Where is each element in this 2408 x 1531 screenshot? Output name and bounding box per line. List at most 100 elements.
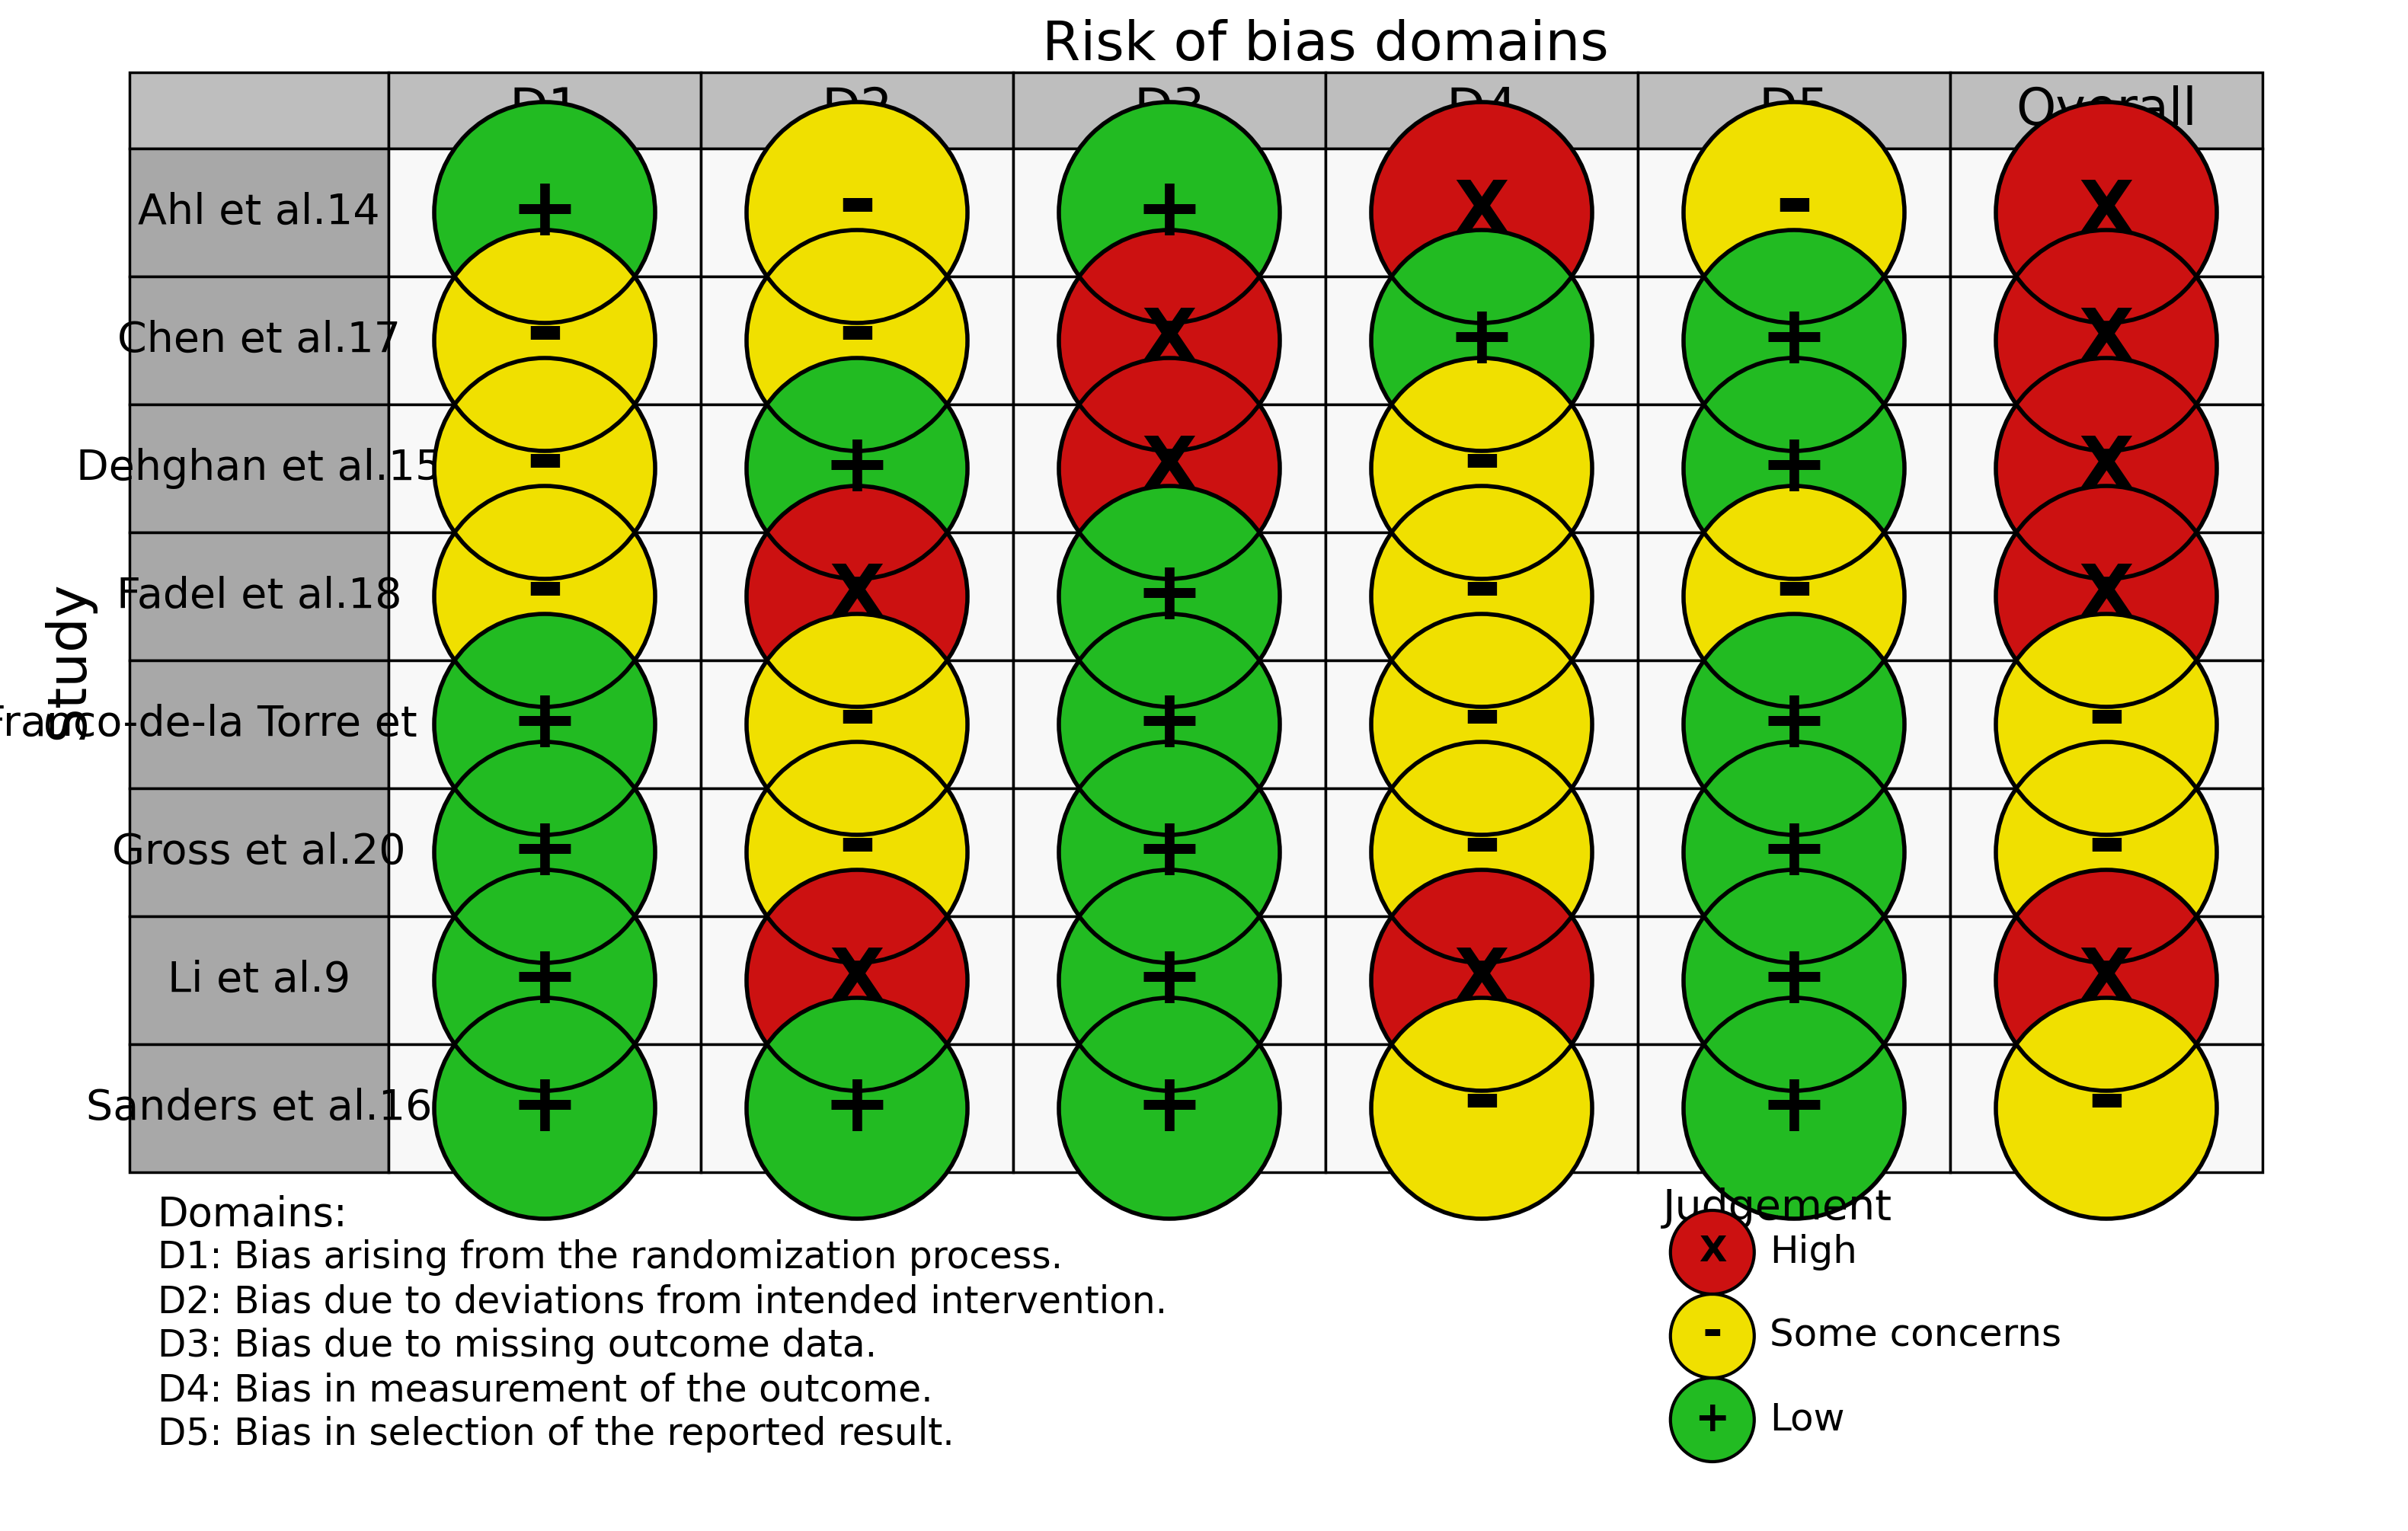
Text: X: X bbox=[1454, 945, 1510, 1015]
Ellipse shape bbox=[1683, 743, 1905, 963]
Bar bbox=[1014, 788, 1324, 917]
Bar bbox=[388, 917, 701, 1044]
Text: -: - bbox=[838, 801, 877, 893]
Bar bbox=[701, 149, 1014, 277]
Text: X: X bbox=[828, 562, 884, 631]
Bar bbox=[1950, 72, 2264, 149]
Text: D1: D1 bbox=[508, 86, 580, 136]
Bar bbox=[1324, 149, 1637, 277]
Text: X: X bbox=[2078, 945, 2133, 1015]
Text: +: + bbox=[1134, 684, 1204, 766]
Bar bbox=[1950, 277, 2264, 404]
Text: +: + bbox=[1447, 300, 1517, 381]
Text: X: X bbox=[1141, 306, 1197, 375]
Bar bbox=[1950, 404, 2264, 533]
Ellipse shape bbox=[1996, 358, 2218, 579]
Text: -: - bbox=[525, 544, 563, 637]
Ellipse shape bbox=[1370, 870, 1592, 1090]
Bar bbox=[1014, 533, 1324, 660]
Bar bbox=[130, 277, 388, 404]
Ellipse shape bbox=[746, 870, 968, 1090]
Ellipse shape bbox=[433, 614, 655, 834]
Text: X: X bbox=[1454, 178, 1510, 248]
Text: X: X bbox=[828, 945, 884, 1015]
Text: -: - bbox=[1462, 544, 1503, 637]
Ellipse shape bbox=[433, 358, 655, 579]
Text: X: X bbox=[2078, 306, 2133, 375]
Text: +: + bbox=[1760, 940, 1828, 1021]
Ellipse shape bbox=[1683, 614, 1905, 834]
Bar bbox=[1950, 533, 2264, 660]
Text: +: + bbox=[510, 811, 580, 893]
Text: Franco-de-la Torre et al.19: Franco-de-la Torre et al.19 bbox=[0, 704, 537, 746]
Text: +: + bbox=[1134, 556, 1204, 637]
Text: D2: Bias due to deviations from intended intervention.: D2: Bias due to deviations from intended… bbox=[157, 1283, 1168, 1320]
Bar bbox=[1324, 788, 1637, 917]
Text: +: + bbox=[1134, 171, 1204, 253]
Text: -: - bbox=[2088, 672, 2126, 764]
Text: +: + bbox=[1134, 940, 1204, 1021]
Text: +: + bbox=[1134, 1069, 1204, 1148]
Text: D4: D4 bbox=[1447, 86, 1517, 136]
Ellipse shape bbox=[1683, 230, 1905, 452]
Text: Judgement: Judgement bbox=[1664, 1188, 1893, 1228]
Ellipse shape bbox=[1060, 870, 1279, 1090]
Bar bbox=[1950, 917, 2264, 1044]
Ellipse shape bbox=[1683, 103, 1905, 323]
Bar bbox=[1637, 917, 1950, 1044]
Ellipse shape bbox=[1060, 614, 1279, 834]
Bar bbox=[701, 1044, 1014, 1173]
Bar bbox=[388, 404, 701, 533]
Ellipse shape bbox=[433, 485, 655, 707]
Bar bbox=[1637, 277, 1950, 404]
Ellipse shape bbox=[1671, 1378, 1755, 1462]
Bar bbox=[701, 533, 1014, 660]
Text: -: - bbox=[525, 416, 563, 508]
Ellipse shape bbox=[433, 998, 655, 1219]
Bar bbox=[1637, 660, 1950, 788]
Bar bbox=[388, 1044, 701, 1173]
Bar bbox=[1324, 533, 1637, 660]
Ellipse shape bbox=[746, 358, 968, 579]
Bar bbox=[130, 149, 388, 277]
Ellipse shape bbox=[1370, 614, 1592, 834]
Text: -: - bbox=[1462, 801, 1503, 893]
Text: +: + bbox=[1134, 811, 1204, 893]
Ellipse shape bbox=[433, 870, 655, 1090]
Bar bbox=[130, 533, 388, 660]
Text: -: - bbox=[838, 161, 877, 253]
Ellipse shape bbox=[433, 230, 655, 452]
Ellipse shape bbox=[1671, 1294, 1755, 1378]
Bar bbox=[1637, 149, 1950, 277]
Bar bbox=[1014, 917, 1324, 1044]
Ellipse shape bbox=[1683, 870, 1905, 1090]
Bar bbox=[701, 72, 1014, 149]
Ellipse shape bbox=[1370, 230, 1592, 452]
Text: +: + bbox=[1760, 300, 1828, 381]
Text: Sanders et al.16: Sanders et al.16 bbox=[87, 1087, 431, 1128]
Bar bbox=[1014, 404, 1324, 533]
Text: -: - bbox=[1462, 416, 1503, 508]
Ellipse shape bbox=[1683, 998, 1905, 1219]
Text: +: + bbox=[510, 684, 580, 766]
Bar bbox=[701, 788, 1014, 917]
Ellipse shape bbox=[1060, 743, 1279, 963]
Bar bbox=[1324, 660, 1637, 788]
Bar bbox=[388, 277, 701, 404]
Text: -: - bbox=[838, 288, 877, 381]
Ellipse shape bbox=[433, 103, 655, 323]
Ellipse shape bbox=[1060, 358, 1279, 579]
Text: Low: Low bbox=[1770, 1401, 1845, 1438]
Ellipse shape bbox=[433, 743, 655, 963]
Text: -: - bbox=[1462, 672, 1503, 764]
Bar bbox=[1324, 917, 1637, 1044]
Ellipse shape bbox=[1060, 998, 1279, 1219]
Text: -: - bbox=[2088, 801, 2126, 893]
Ellipse shape bbox=[1996, 743, 2218, 963]
Text: Fadel et al.18: Fadel et al.18 bbox=[116, 576, 402, 617]
Text: +: + bbox=[824, 1069, 891, 1148]
Text: Some concerns: Some concerns bbox=[1770, 1318, 2061, 1355]
Text: X: X bbox=[1698, 1236, 1727, 1269]
Text: D5: D5 bbox=[1758, 86, 1830, 136]
Ellipse shape bbox=[1996, 998, 2218, 1219]
